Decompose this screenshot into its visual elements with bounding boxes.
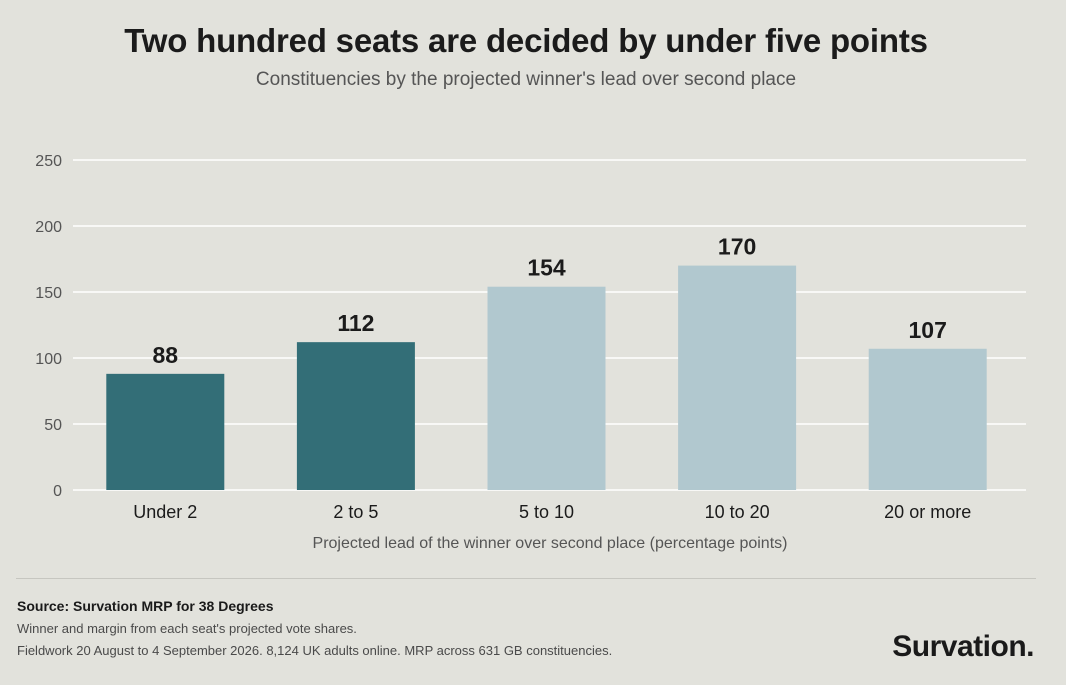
- bar: [678, 265, 797, 490]
- bar-chart: 0 50 100 150 200 250 88 112 154 170 107 Under 2 2 …: [35, 153, 1026, 552]
- x-tick-label: 2 to 5: [333, 502, 378, 522]
- data-label: 170: [718, 234, 756, 260]
- y-tick-label: 100: [35, 351, 62, 368]
- y-axis: 0 50 100 150 200 250: [35, 153, 62, 500]
- bar: [106, 373, 225, 490]
- data-label: 112: [337, 310, 374, 336]
- y-tick-label: 50: [44, 417, 62, 434]
- bar: [487, 286, 606, 490]
- y-tick-label: 250: [35, 153, 62, 170]
- chart-subtitle: Constituencies by the projected winner's…: [255, 69, 797, 90]
- chart-title: Two hundred seats are decided by under f…: [124, 22, 928, 59]
- data-labels: 88 112 154 170 107: [153, 234, 947, 368]
- bar: [868, 348, 987, 490]
- x-tick-label: 10 to 20: [705, 502, 770, 522]
- x-tick-label: 20 or more: [884, 502, 971, 522]
- x-axis: Under 2 2 to 5 5 to 10 10 to 20 20 or more: [133, 502, 971, 522]
- method-note: Winner and margin from each seat's proje…: [17, 621, 357, 636]
- y-tick-label: 0: [53, 483, 62, 500]
- data-label: 88: [153, 342, 179, 368]
- x-axis-title: Projected lead of the winner over second…: [313, 535, 788, 552]
- y-tick-label: 200: [35, 219, 62, 236]
- footer-divider: [16, 578, 1036, 579]
- fieldwork-note: Fieldwork 20 August to 4 September 2026.…: [17, 643, 613, 658]
- bars: [106, 265, 987, 490]
- brand-logo: Survation.: [892, 630, 1034, 663]
- data-label: 154: [527, 255, 566, 281]
- y-tick-label: 150: [35, 285, 62, 302]
- x-tick-label: Under 2: [133, 502, 197, 522]
- x-tick-label: 5 to 10: [519, 502, 574, 522]
- data-label: 107: [909, 317, 947, 343]
- source-note: Source: Survation MRP for 38 Degrees: [17, 598, 274, 614]
- bar: [296, 342, 415, 490]
